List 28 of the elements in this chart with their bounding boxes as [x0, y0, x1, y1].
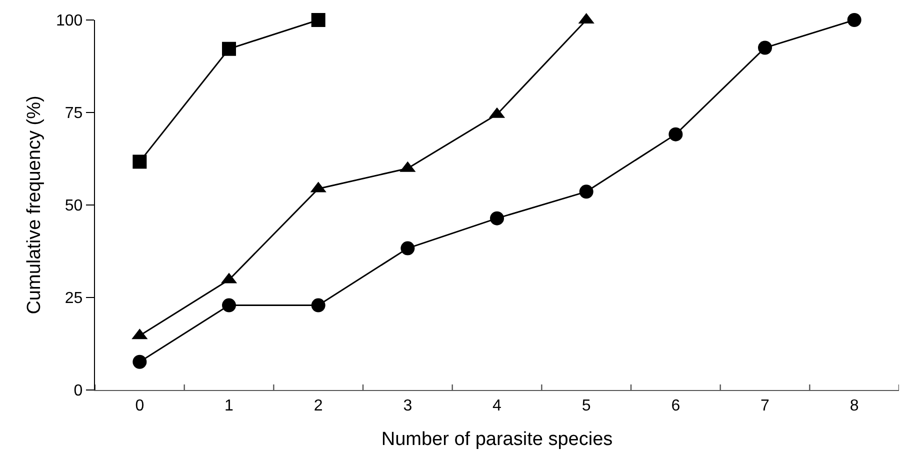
y-axis-title: Cumulative frequency (%)	[24, 96, 45, 314]
point	[668, 127, 683, 142]
point	[400, 241, 415, 256]
x-axis-title: Number of parasite species	[381, 429, 613, 450]
point	[132, 354, 147, 369]
x-tick-label: 6	[671, 397, 680, 414]
x-tick-label: 5	[582, 397, 591, 414]
point	[222, 298, 236, 312]
point	[758, 40, 772, 55]
point	[490, 211, 504, 226]
y-tick-label: 50	[64, 198, 83, 215]
x-tick-label: 1	[224, 397, 234, 414]
x-tick-label: 7	[760, 397, 770, 414]
point	[132, 154, 147, 169]
x-tick-label: 0	[135, 397, 144, 414]
point	[847, 13, 862, 27]
point	[579, 184, 594, 199]
y-tick-label: 25	[64, 290, 83, 308]
y-tick-label: 100	[56, 12, 83, 30]
x-tick-label: 4	[492, 397, 502, 414]
point	[222, 42, 236, 56]
y-tick-label: 0	[74, 382, 83, 400]
point	[311, 13, 326, 27]
x-tick-label: 2	[314, 397, 323, 414]
x-tick-label: 3	[403, 397, 412, 414]
point	[311, 298, 326, 312]
x-tick-label: 8	[850, 397, 859, 414]
y-tick-label: 75	[64, 105, 83, 122]
